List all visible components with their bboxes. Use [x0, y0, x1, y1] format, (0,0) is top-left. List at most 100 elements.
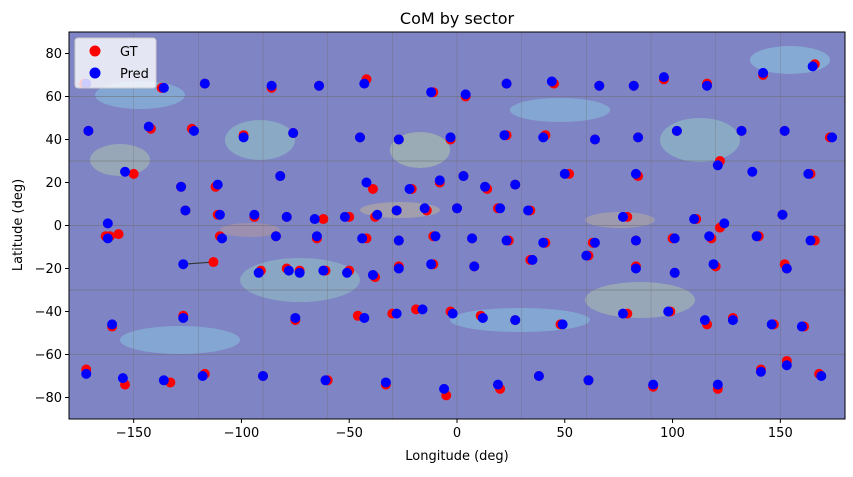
connector-line	[183, 261, 214, 265]
pred-point	[510, 179, 521, 190]
legend-gt-marker	[89, 45, 101, 57]
pred-point	[689, 214, 700, 225]
pred-point	[501, 78, 512, 89]
pred-point	[495, 203, 506, 214]
pred-point	[617, 308, 628, 319]
x-tick-label: 150	[768, 426, 793, 441]
pred-point	[781, 263, 792, 274]
legend-pred-marker	[89, 67, 101, 79]
pred-point	[120, 166, 131, 177]
pred-point	[510, 315, 521, 326]
pred-point	[559, 168, 570, 179]
pred-point	[712, 379, 723, 390]
pred-point	[357, 233, 368, 244]
pred-point	[393, 134, 404, 145]
y-tick-label: −60	[35, 348, 62, 363]
pred-point	[439, 383, 450, 394]
pred-point	[102, 233, 113, 244]
pred-point	[538, 237, 549, 248]
pred-point	[747, 166, 758, 177]
pred-point	[777, 209, 788, 220]
pred-point	[309, 214, 320, 225]
pred-point	[704, 231, 715, 242]
pred-point	[178, 312, 189, 323]
pred-point	[719, 218, 730, 229]
pred-point	[417, 304, 428, 315]
pred-point	[281, 211, 292, 222]
pred-point	[391, 308, 402, 319]
gt-point	[128, 168, 139, 179]
pred-point	[189, 125, 200, 136]
pred-point	[258, 371, 268, 381]
pred-point	[630, 235, 641, 246]
pred-point	[589, 237, 600, 248]
pred-point	[755, 366, 766, 377]
pred-point	[430, 231, 441, 242]
pred-point	[270, 231, 281, 242]
pred-point	[452, 203, 462, 214]
plot-area	[69, 32, 845, 419]
gt-point	[318, 214, 329, 225]
pred-point	[630, 168, 641, 179]
pred-point	[648, 379, 659, 390]
pred-point	[180, 205, 191, 216]
pred-point	[712, 160, 723, 171]
pred-point	[367, 269, 378, 280]
pred-point	[702, 80, 713, 91]
pred-point	[699, 315, 710, 326]
pred-point	[290, 312, 301, 323]
pred-point	[199, 78, 210, 89]
pred-point	[617, 211, 628, 222]
pred-point	[477, 312, 488, 323]
pred-point	[492, 379, 503, 390]
pred-point	[294, 267, 305, 278]
pred-point	[803, 168, 814, 179]
pred-point	[355, 132, 365, 143]
pred-point	[633, 132, 644, 143]
pred-point	[434, 175, 445, 186]
pred-point	[212, 179, 223, 190]
pred-point	[426, 259, 437, 270]
pred-point	[253, 267, 264, 278]
pred-point	[796, 321, 807, 332]
pred-point	[238, 132, 249, 143]
pred-series	[81, 61, 838, 394]
pred-point	[102, 218, 113, 229]
gt-point	[208, 257, 219, 268]
chart-title: CoM by sector	[400, 9, 515, 28]
pred-point	[445, 132, 456, 143]
pred-point	[197, 371, 208, 381]
pred-point	[158, 375, 169, 386]
pred-point	[314, 80, 325, 91]
pred-point	[361, 177, 372, 188]
x-tick-label: 100	[660, 426, 685, 441]
pred-point	[727, 315, 738, 326]
pred-point	[538, 132, 549, 143]
pred-point	[669, 233, 680, 244]
pred-point	[81, 368, 92, 379]
pred-point	[342, 267, 353, 278]
pred-point	[708, 259, 719, 270]
pred-point	[499, 130, 510, 141]
pred-point	[249, 209, 260, 220]
pred-point	[214, 209, 225, 220]
pred-point	[419, 203, 430, 214]
pred-point	[447, 308, 458, 319]
pred-point	[781, 360, 792, 371]
pred-point	[589, 134, 600, 145]
pred-point	[391, 205, 402, 216]
pred-point	[107, 319, 118, 330]
pred-point	[480, 181, 491, 192]
pred-point	[178, 259, 189, 270]
pred-point	[527, 254, 538, 265]
pred-point	[275, 171, 286, 182]
pred-point	[266, 80, 277, 91]
connector-lines	[183, 261, 214, 265]
pred-point	[807, 61, 818, 72]
pred-point	[827, 132, 838, 143]
y-tick-label: −20	[35, 262, 62, 277]
x-tick-label: −50	[336, 426, 363, 441]
pred-point	[469, 261, 480, 272]
pred-point	[359, 78, 370, 89]
x-axis-label: Longitude (deg)	[405, 449, 508, 464]
